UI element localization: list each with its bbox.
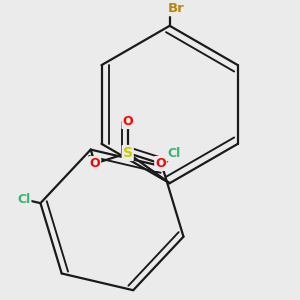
Text: Cl: Cl bbox=[17, 193, 31, 206]
Text: S: S bbox=[123, 146, 133, 160]
Text: O: O bbox=[155, 157, 166, 170]
Text: Br: Br bbox=[168, 2, 184, 15]
Text: O: O bbox=[122, 115, 133, 128]
Text: Cl: Cl bbox=[167, 147, 181, 161]
Text: O: O bbox=[90, 157, 100, 170]
